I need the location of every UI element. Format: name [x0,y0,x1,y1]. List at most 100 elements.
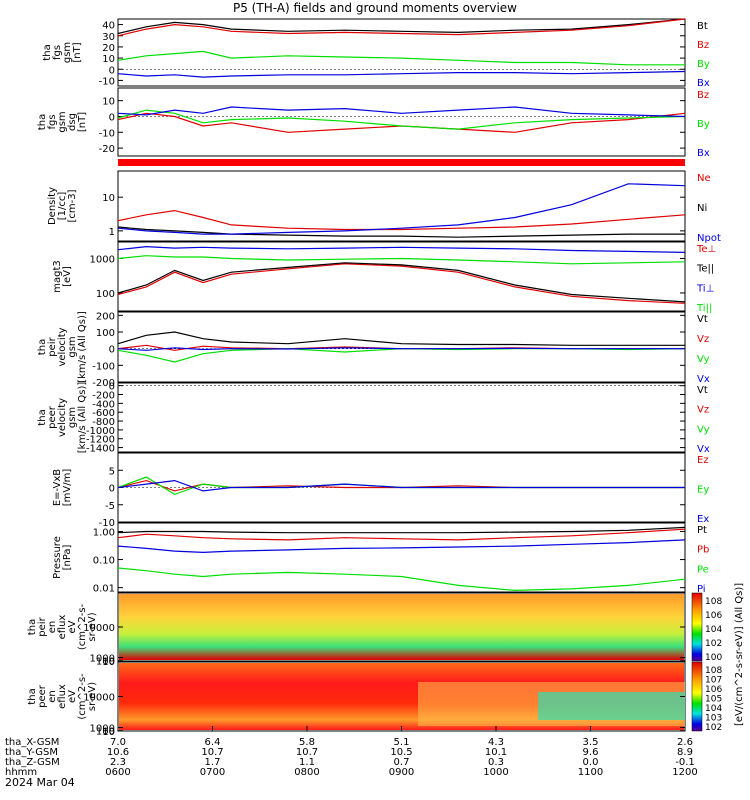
y-axis-label-line: eflux [57,615,68,640]
y-tick-label: -400 [92,399,115,410]
legend-entry-Pb: Pb [697,545,709,556]
series-line-Ti⊥ [117,245,686,253]
x-axis-value: 1200 [672,767,697,778]
y-tick-label: 100 [96,727,115,738]
y-tick-label: 10 [102,54,115,65]
panel-frame-density [117,170,686,242]
x-axis-row-label: tha_X-GSM [5,737,59,748]
series-line-Pb [117,528,686,541]
legend-entry-Ey: Ey [697,485,709,496]
x-axis-value: 7.0 [110,737,126,748]
x-axis-value: 2.6 [677,737,693,748]
y-tick-label: -20 [99,144,115,155]
legend-entry-Pt: Pt [697,525,707,536]
legend-entry-Ne: Ne [697,173,711,184]
y-axis-label-line: gsm [57,111,68,132]
legend-entry-Ex: Ex [697,514,709,525]
y-axis-label-line: (cm^2-s- [77,603,88,650]
y-tick-label: 10 [102,727,115,738]
legend-entry-Vt: Vt [697,314,708,325]
y-axis-label-line: tha [37,409,48,425]
colorbar-tick-label: 103 [705,714,722,724]
y-axis-label-line: tha [27,688,38,704]
y-axis-label-line: eV [67,620,78,633]
y-tick-label: -200 [92,391,115,402]
x-axis-value: 10.6 [107,747,129,758]
x-axis-value: 2.3 [110,757,126,768]
series-line-Npot [117,183,686,235]
series-line-Te⊥ [117,263,686,304]
colorbar-tick-label: 106 [705,611,722,621]
y-tick-label: 10 [102,657,115,668]
series-line-Bz [117,18,686,37]
y-tick-label: -100 [92,361,115,372]
series-line-Ez [117,479,685,492]
x-axis-row-label: tha_Z-GSM [5,757,60,768]
heatmap-peir_eflux [119,594,684,660]
series-line-Vy [117,348,686,363]
colorbar-tick-label: 102 [705,723,722,733]
colorbar-tick-label: 106 [705,685,722,695]
y-tick-label: 30 [102,32,115,43]
panel-frame-peir_velocity [117,311,686,383]
y-tick-label: -200 [92,378,115,389]
y-axis-label-line: [nPa] [62,544,73,570]
y-axis-label-line: [nT] [77,112,88,132]
y-axis-label-line: [mV/m] [62,469,73,507]
colorbar-tick-label: 107 [705,676,722,686]
colorbar-tick-label: 104 [705,704,722,714]
colorbar-peer_eflux [691,661,703,732]
x-axis-value: 5.1 [394,737,410,748]
date-label: 2024 Mar 04 [5,776,75,789]
legend-entry-Vz: Vz [697,405,709,416]
y-axis-label-line: gsm [67,407,78,428]
y-axis-label-line: velocity [57,398,68,437]
colorbar-tick-label: 102 [705,639,722,649]
y-tick-label: -1000 [86,426,115,437]
series-line-Bx [117,70,686,78]
y-tick-label: 1000 [90,724,115,735]
y-tick-label: 0 [109,484,115,495]
y-axis-label-line: [nT] [72,42,83,62]
legend-entry-Ti||: Ti|| [696,303,712,314]
series-line-Pe [117,567,686,592]
y-tick-label: 0.01 [93,584,115,595]
x-axis-value: 0900 [389,767,414,778]
y-axis-label-line: eV [67,690,78,703]
y-axis-label-line: peer [47,405,58,429]
y-axis-label-line: eflux [57,684,68,709]
series-line-Pt [117,526,686,534]
y-axis-label-line: peir [37,616,48,636]
series-line-Te|| [117,262,686,303]
legend-entry-Ez: Ez [697,455,709,466]
colorbar-peir_eflux [691,592,703,662]
x-axis-value: 0.3 [488,757,504,768]
series-line-Bx [117,106,686,118]
y-tick-label: 1 [109,227,115,238]
y-tick-label: -800 [92,417,115,428]
y-tick-label: 0 [109,65,115,76]
series-line-Ti|| [117,255,686,265]
y-axis-label-line: Pressure [52,536,63,579]
status-bar [118,159,685,166]
legend-entry-Vx: Vx [697,374,710,385]
legend-entry-By: By [697,59,710,70]
series-line-Bz [117,112,686,133]
y-tick-label: 1000 [90,654,115,665]
y-tick-label: 200 [96,311,115,322]
y-tick-label: -600 [92,408,115,419]
y-axis-label-line: fgs [52,45,63,60]
series-line-Vt [117,331,685,346]
x-axis-value: 0600 [105,767,130,778]
legend-entry-Te⊥: Te⊥ [696,244,716,255]
heatmap-overlay2-peer_eflux [538,692,685,720]
colorbar-title: [eV/(cm^2-s-sr-eV)] (All Qs)] [734,583,745,726]
x-axis-value: 0.0 [583,757,599,768]
y-axis-label-line: [km/s (All Qs)] [77,382,88,454]
x-axis-row-label: hhmm [5,767,37,778]
figure-title: P5 (TH-A) fields and ground moments over… [233,1,517,15]
x-axis-value: 1.7 [205,757,221,768]
panel-frame-fgs_dsg [117,87,686,157]
